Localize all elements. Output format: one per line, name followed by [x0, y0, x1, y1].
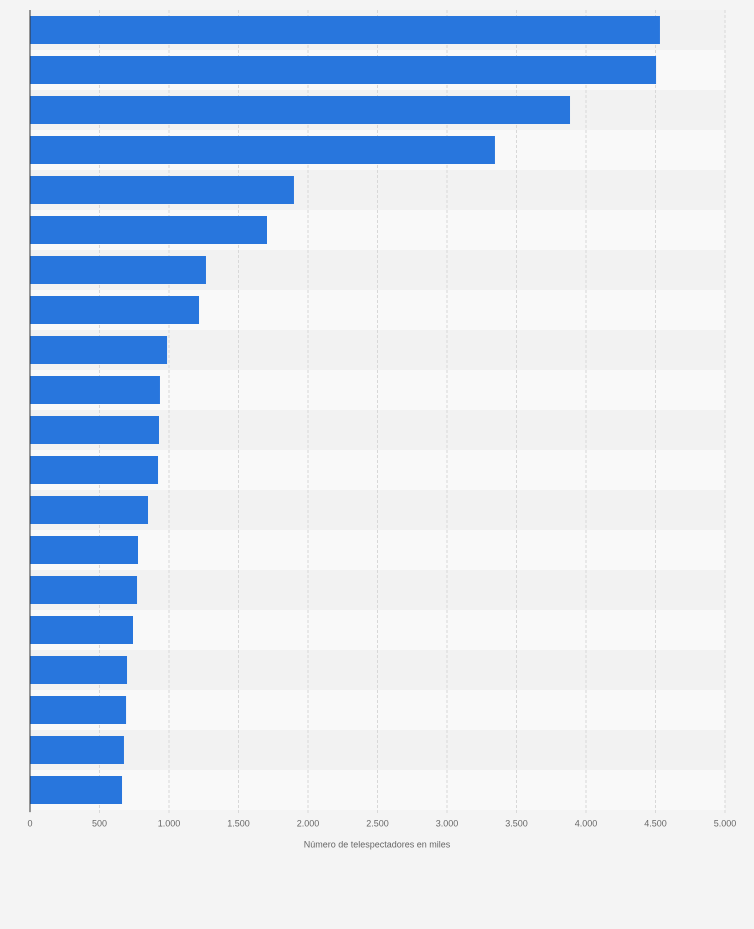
- bar: [30, 616, 133, 644]
- bar: [30, 56, 657, 84]
- x-tick-label: 5.000: [714, 818, 737, 828]
- bar: [30, 536, 139, 564]
- x-tick-label: 2.000: [297, 818, 320, 828]
- bar: [30, 496, 149, 524]
- bar: [30, 296, 200, 324]
- bar: [30, 176, 294, 204]
- bar: [30, 216, 267, 244]
- bar: [30, 416, 159, 444]
- bar: [30, 136, 495, 164]
- bar: [30, 576, 138, 604]
- x-tick-label: 2.500: [366, 818, 389, 828]
- x-tick-label: 1.000: [158, 818, 181, 828]
- bar: [30, 776, 123, 804]
- bar: [30, 376, 160, 404]
- x-tick-label: 3.000: [436, 818, 459, 828]
- bar: [30, 16, 660, 44]
- x-axis-title: Número de telespectadores en miles: [304, 839, 451, 849]
- bar: [30, 336, 168, 364]
- bar: [30, 96, 571, 124]
- x-tick-label: 1.500: [227, 818, 250, 828]
- x-tick-label: 500: [92, 818, 107, 828]
- bar: [30, 656, 128, 684]
- x-tick-label: 3.500: [505, 818, 528, 828]
- x-tick-label: 0: [27, 818, 32, 828]
- x-tick-label: 4.000: [575, 818, 598, 828]
- bar: [30, 256, 206, 284]
- bar: [30, 736, 124, 764]
- x-tick-label: 4.500: [644, 818, 667, 828]
- bar: [30, 456, 159, 484]
- bar: [30, 696, 127, 724]
